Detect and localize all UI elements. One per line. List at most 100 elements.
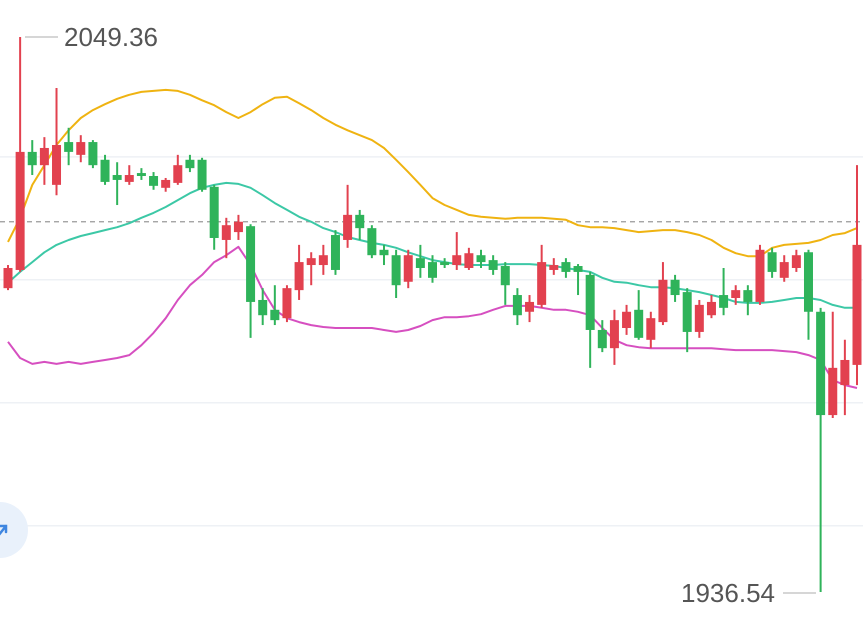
candle-body: [379, 249, 389, 256]
band-line: [7, 88, 858, 258]
max-label: 2049.36: [64, 22, 158, 52]
bands: [7, 88, 858, 389]
candle: [512, 288, 522, 326]
candle-body: [367, 228, 377, 256]
candle: [306, 252, 316, 286]
candle-body: [52, 145, 62, 185]
candle-body: [330, 235, 340, 270]
candle: [646, 311, 656, 349]
candle-body: [512, 295, 522, 316]
candle: [549, 258, 559, 275]
candle-body: [3, 267, 13, 289]
candle: [585, 271, 595, 368]
candle: [391, 249, 401, 298]
button-icon[interactable]: [0, 524, 8, 536]
candle-body: [197, 159, 207, 190]
candle-body: [852, 244, 862, 365]
candle-body: [634, 309, 644, 338]
candle: [197, 157, 207, 192]
candle-body: [440, 262, 450, 266]
candle: [246, 224, 256, 338]
candle: [791, 249, 801, 272]
candle: [403, 249, 413, 289]
band-line: [7, 181, 857, 309]
candle: [852, 165, 862, 386]
candle-body: [415, 258, 425, 268]
candle: [731, 285, 741, 305]
candle: [779, 255, 789, 282]
candle-body: [622, 311, 632, 329]
candle-body: [658, 279, 668, 323]
candle-body: [840, 359, 850, 386]
candle-body: [27, 151, 37, 166]
grid: [0, 156, 863, 527]
candle-body: [791, 255, 801, 268]
candle: [112, 162, 122, 206]
candle: [428, 255, 437, 283]
candle-body: [670, 279, 680, 296]
candle-body: [124, 175, 134, 182]
candle: [27, 140, 37, 176]
candle: [64, 127, 74, 166]
candle-body: [767, 252, 777, 272]
candle-body: [221, 225, 231, 240]
candle-body: [755, 249, 765, 302]
candle-body: [743, 290, 753, 302]
candle: [464, 247, 474, 270]
candle: [525, 295, 535, 323]
candle: [500, 262, 510, 305]
candle-body: [270, 309, 280, 321]
button-bg[interactable]: [0, 502, 28, 558]
candle-body: [525, 301, 535, 312]
candle-body: [573, 266, 583, 272]
candle: [670, 274, 680, 302]
candle-body: [258, 299, 268, 316]
candle-body: [428, 262, 437, 278]
candle-body: [161, 179, 171, 188]
candle: [415, 244, 425, 278]
candle-body: [209, 186, 219, 238]
candle: [209, 184, 219, 250]
candle-body: [731, 290, 741, 298]
candle: [294, 244, 304, 300]
candle: [767, 247, 777, 278]
candle: [233, 214, 243, 240]
candle: [270, 285, 280, 326]
candle-body: [476, 255, 486, 263]
candle: [743, 285, 753, 316]
candle-body: [185, 159, 195, 169]
candle: [136, 168, 146, 180]
candle-body: [609, 320, 619, 349]
candle: [622, 304, 632, 335]
candle: [124, 165, 134, 185]
candle-body: [136, 173, 146, 177]
candle: [828, 311, 838, 419]
candle-body: [500, 266, 510, 286]
candle: [609, 309, 619, 365]
candle-body: [816, 311, 826, 416]
candle: [379, 244, 389, 266]
candles: [3, 36, 862, 592]
candle-body: [100, 159, 110, 182]
candle: [597, 320, 607, 353]
candle-body: [88, 142, 98, 166]
candle-body: [15, 151, 25, 270]
candle-body: [355, 214, 365, 229]
candle: [318, 244, 328, 275]
candle-body: [173, 165, 183, 183]
candle-body: [76, 142, 86, 155]
candle: [561, 258, 571, 278]
candle-body: [294, 262, 304, 291]
candle-body: [464, 253, 474, 268]
candle: [694, 299, 704, 338]
candle: [15, 36, 25, 272]
candle: [816, 307, 826, 592]
trend-button[interactable]: [0, 502, 28, 558]
candle: [185, 154, 195, 173]
candle: [634, 290, 644, 340]
candle: [355, 209, 365, 240]
candle: [840, 339, 850, 416]
candle-body: [306, 258, 316, 266]
candle: [330, 230, 340, 275]
